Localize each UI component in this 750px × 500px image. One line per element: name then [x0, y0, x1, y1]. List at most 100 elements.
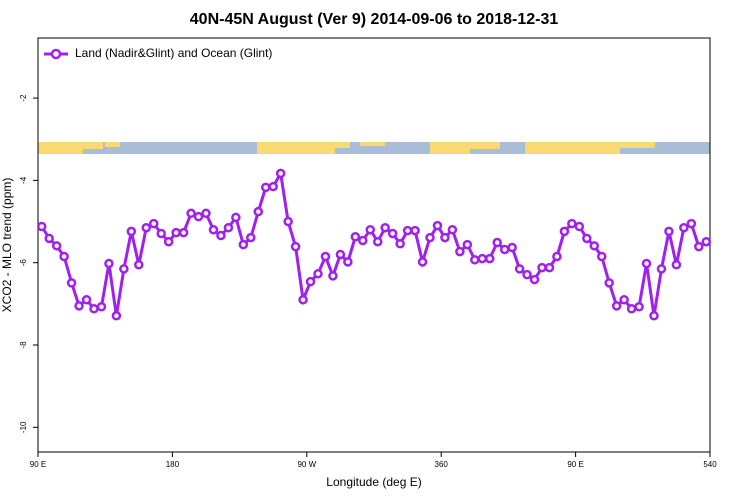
point	[44, 233, 54, 244]
point	[208, 225, 219, 235]
point	[522, 269, 532, 280]
point	[313, 269, 323, 279]
legend-label: Land (Nadir&Glint) and Ocean (Glint)	[75, 46, 272, 60]
point	[440, 232, 450, 243]
point	[253, 206, 264, 217]
point	[552, 251, 562, 262]
point	[358, 235, 368, 246]
point	[484, 253, 495, 264]
point	[171, 227, 181, 238]
point	[679, 222, 689, 233]
chart-title: 40N-45N August (Ver 9) 2014-09-06 to 201…	[190, 11, 559, 28]
point	[380, 222, 390, 233]
point	[163, 236, 174, 247]
point	[186, 208, 196, 219]
point	[193, 211, 204, 222]
point	[343, 257, 353, 267]
point	[544, 262, 555, 273]
point	[246, 232, 256, 243]
point	[216, 230, 226, 241]
point	[417, 257, 428, 267]
point	[507, 242, 517, 253]
point	[335, 249, 346, 260]
point	[238, 239, 249, 250]
y-tick-label: -10	[19, 421, 28, 433]
point	[596, 251, 607, 262]
point	[74, 301, 84, 311]
point	[350, 232, 361, 242]
point	[51, 241, 62, 251]
point	[126, 226, 137, 237]
point	[119, 264, 129, 274]
point	[626, 304, 637, 314]
point	[141, 222, 152, 233]
point	[582, 233, 592, 244]
point	[89, 304, 99, 314]
point	[260, 182, 271, 193]
point	[36, 221, 47, 232]
point	[686, 218, 697, 229]
point	[664, 226, 674, 237]
plot-frame	[37, 37, 711, 453]
point	[372, 236, 383, 247]
point	[81, 294, 92, 305]
point	[567, 218, 577, 229]
land-ocean-band	[38, 142, 710, 154]
point	[671, 260, 682, 270]
point	[59, 251, 69, 262]
point	[148, 218, 159, 229]
point	[320, 251, 331, 262]
point	[634, 301, 644, 312]
x-tick-label: 90 E	[567, 460, 583, 469]
x-tick-label: 180	[166, 460, 180, 469]
point	[231, 212, 241, 223]
y-tick-label: -8	[19, 341, 28, 349]
point	[499, 244, 510, 255]
point	[477, 253, 488, 264]
point	[96, 301, 107, 312]
y-tick-label: -6	[19, 259, 28, 267]
y-tick-label: -4	[19, 176, 28, 184]
point	[134, 260, 144, 270]
point	[604, 278, 614, 288]
point	[410, 225, 420, 236]
point	[395, 239, 405, 249]
point	[111, 311, 122, 321]
point	[328, 271, 338, 281]
x-tick-label: 90 E	[30, 460, 46, 469]
point	[656, 264, 667, 274]
point	[701, 236, 712, 247]
point	[387, 228, 398, 239]
point	[156, 228, 166, 239]
point	[402, 225, 413, 236]
point	[268, 181, 278, 192]
point	[432, 220, 443, 231]
x-tick-label: 360	[435, 460, 449, 469]
point	[574, 221, 585, 232]
point	[298, 294, 308, 305]
x-tick-label: 90 W	[297, 460, 316, 469]
point	[470, 255, 480, 265]
point	[611, 301, 622, 311]
point	[201, 208, 211, 219]
point	[223, 222, 234, 233]
point	[589, 241, 600, 251]
point	[365, 225, 376, 235]
point	[283, 216, 293, 227]
point	[649, 311, 659, 321]
y-tick-label: -2	[19, 94, 28, 102]
point	[178, 227, 189, 238]
point	[66, 278, 77, 288]
point	[492, 237, 502, 248]
point	[425, 232, 435, 243]
point	[290, 241, 301, 252]
point	[641, 258, 652, 269]
x-axis-label: Longitude (deg E)	[326, 475, 421, 489]
point	[104, 258, 114, 269]
legend-marker	[50, 48, 62, 60]
point	[462, 239, 473, 250]
point	[537, 262, 547, 273]
x-tick-label: 540	[703, 460, 717, 469]
point	[275, 168, 286, 179]
